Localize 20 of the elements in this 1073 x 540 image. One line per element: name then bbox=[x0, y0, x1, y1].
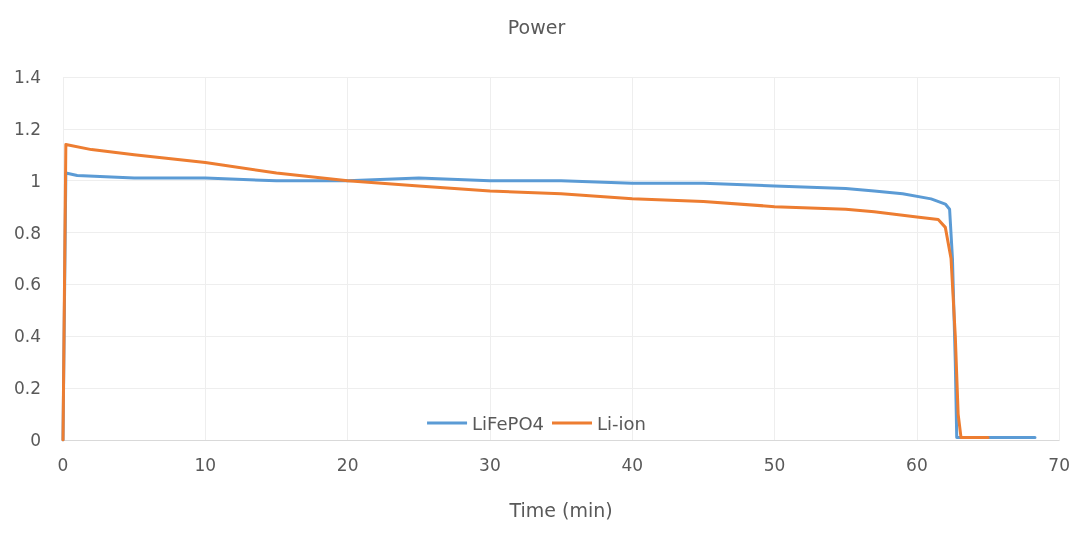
y-tick-label: 1.2 bbox=[13, 118, 41, 139]
legend-label: LiFePO4 bbox=[472, 412, 545, 434]
y-tick-label: 0.8 bbox=[13, 222, 41, 243]
chart-title: Power bbox=[507, 15, 566, 38]
y-tick-label: 0.6 bbox=[13, 274, 41, 295]
y-tick-label: 1 bbox=[30, 170, 41, 191]
x-tick-label: 70 bbox=[1048, 454, 1070, 475]
y-tick-label: 0.2 bbox=[13, 378, 41, 399]
x-axis-title: Time (min) bbox=[508, 498, 613, 521]
x-tick-label: 40 bbox=[621, 454, 644, 475]
y-tick-label: 1.4 bbox=[13, 67, 41, 87]
legend-label: Li-ion bbox=[597, 412, 646, 434]
x-tick-label: 20 bbox=[336, 454, 359, 475]
x-tick-label: 30 bbox=[479, 454, 501, 475]
x-tick-label: 10 bbox=[194, 454, 217, 475]
x-tick-label: 60 bbox=[906, 454, 928, 475]
y-tick-label: 0.4 bbox=[13, 326, 41, 347]
y-tick-label: 0 bbox=[30, 430, 41, 450]
x-tick-label: 50 bbox=[763, 454, 786, 475]
x-tick-label: 0 bbox=[57, 454, 69, 475]
